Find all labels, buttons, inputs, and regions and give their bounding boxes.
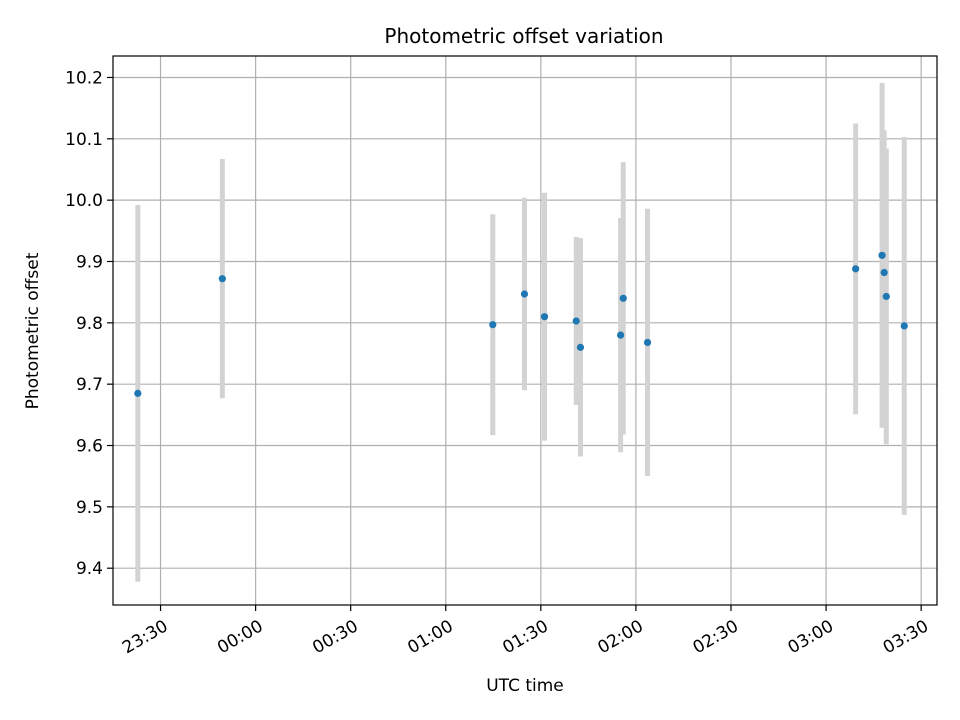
y-axis-ticks: 9.4 9.5 9.6 9.7 9.8 9.9 10.0 10.1 10.2	[65, 68, 113, 579]
y-tick-label: 10.2	[65, 68, 103, 88]
y-tick-label: 10.0	[65, 191, 103, 211]
data-point	[520, 290, 529, 298]
y-tick-label: 9.7	[76, 375, 103, 395]
y-axis-title: Photometric offset	[23, 252, 43, 409]
data-point	[489, 321, 497, 329]
plot-frame	[112, 55, 938, 606]
y-tick-label: 9.9	[76, 252, 103, 272]
data-point	[900, 322, 908, 330]
data-point	[617, 331, 625, 339]
data-point	[576, 343, 585, 351]
data-point	[852, 265, 860, 273]
data-point	[878, 251, 886, 259]
y-tick-label: 9.5	[76, 498, 103, 518]
data-point	[619, 294, 627, 302]
data-point	[134, 389, 142, 397]
data-point	[643, 338, 652, 347]
x-axis-title: UTC time	[486, 676, 564, 696]
data-point	[880, 268, 888, 277]
data-point	[540, 313, 549, 321]
data-point	[572, 317, 580, 325]
y-tick-label: 9.4	[76, 559, 103, 579]
y-tick-label: 9.8	[76, 314, 103, 334]
y-tick-label: 10.1	[65, 130, 103, 150]
data-points	[134, 251, 908, 397]
data-point	[882, 292, 890, 301]
data-point	[218, 275, 226, 283]
chart-title: Photometric offset variation	[384, 24, 663, 48]
y-tick-label: 9.6	[76, 437, 103, 457]
